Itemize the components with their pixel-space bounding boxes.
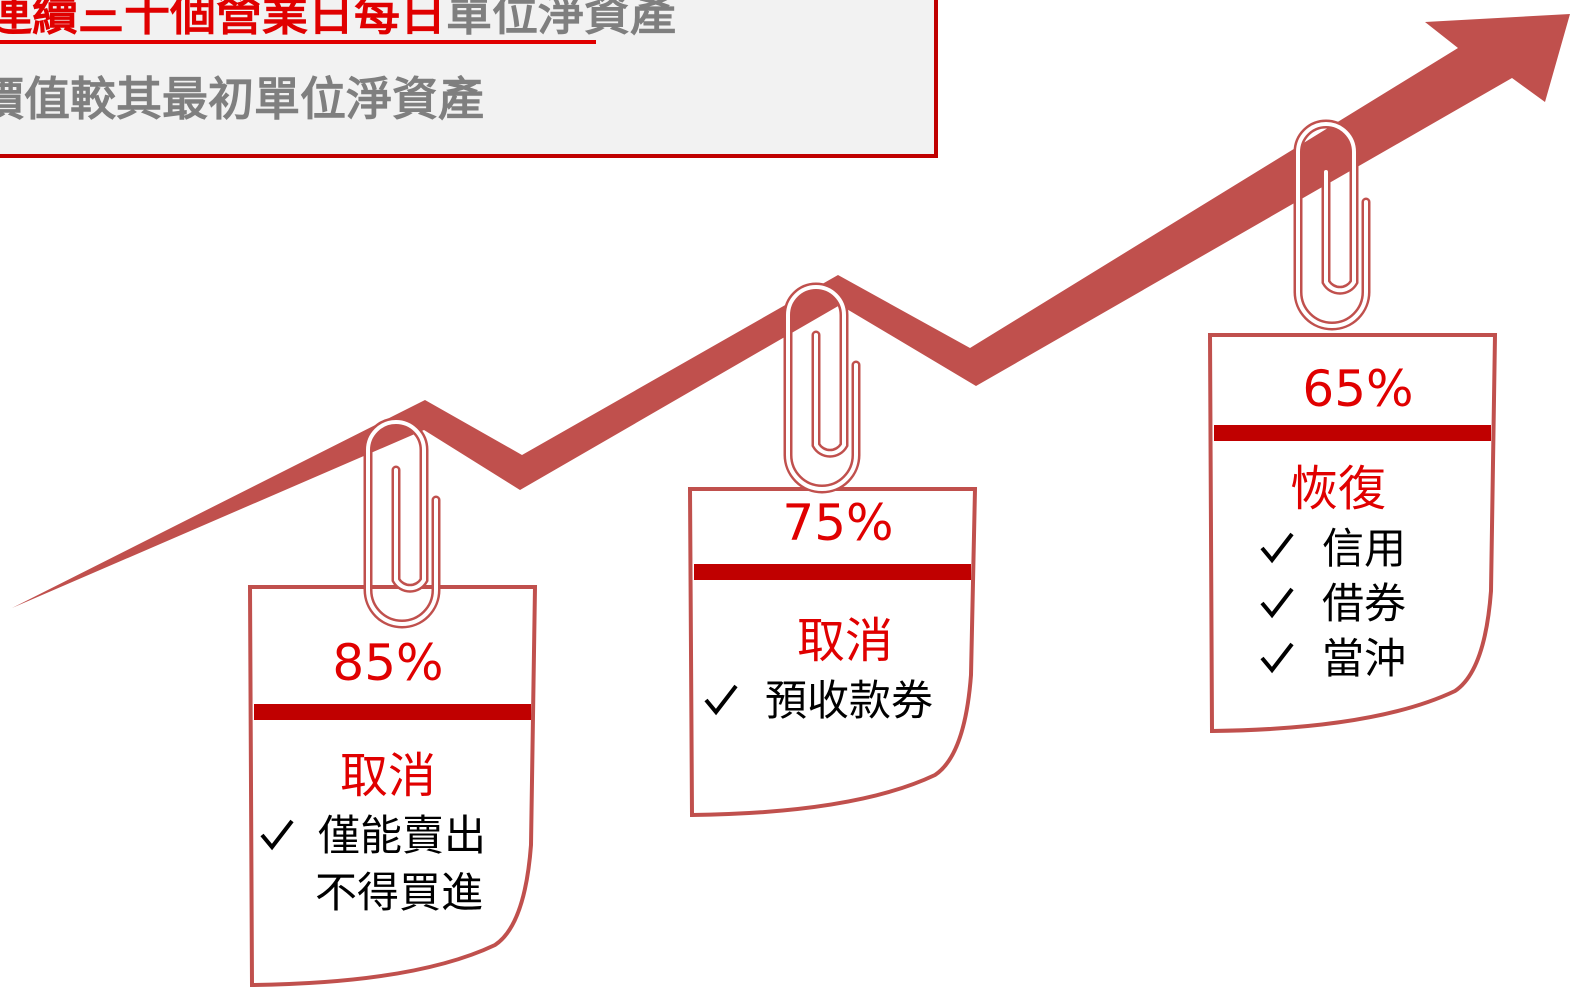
card-item: 僅能賣出 <box>318 811 486 860</box>
header-line1: 連續三十個營業日每日單位淨資產 <box>0 0 676 41</box>
header-highlight: 連續三十個營業日每日 <box>0 0 446 41</box>
card-item: 當沖 <box>1322 634 1406 683</box>
header-rest: 單位淨資產 <box>446 0 676 41</box>
card-divider <box>254 704 531 720</box>
card-item: 信用 <box>1322 524 1406 573</box>
paper-clip-inner <box>786 285 858 491</box>
card-divider <box>1214 425 1491 441</box>
card <box>247 585 538 988</box>
card-percent: 85% <box>332 634 443 692</box>
header-box <box>0 0 938 158</box>
card-item: 借券 <box>1322 579 1406 628</box>
check-mark <box>1260 532 1294 564</box>
paper-clip-inner <box>1296 122 1368 328</box>
card-action: 取消 <box>797 613 893 669</box>
check-mark <box>260 819 294 851</box>
check-mark <box>1260 642 1294 674</box>
card-item: 預收款券 <box>765 676 933 725</box>
check-mark <box>704 684 738 716</box>
card-divider <box>694 564 971 580</box>
card-action: 取消 <box>340 748 436 804</box>
card-item: 不得買進 <box>315 868 483 917</box>
check-mark <box>1260 587 1294 619</box>
card-percent: 75% <box>782 494 893 552</box>
card-percent: 65% <box>1302 360 1413 418</box>
header-line2: 價值較其最初單位淨資產 <box>0 72 484 126</box>
paper-clip-inner <box>366 420 438 626</box>
card-action: 恢復 <box>1290 461 1386 517</box>
